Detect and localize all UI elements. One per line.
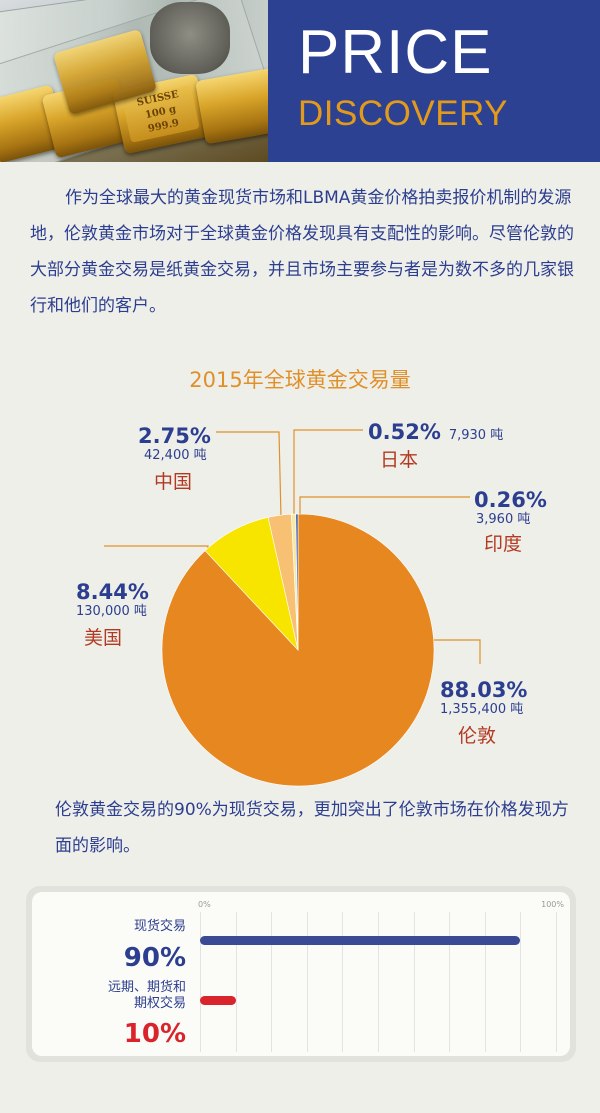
intro-paragraph: 作为全球最大的黄金现货市场和LBMA黄金价格拍卖报价机制的发源地，伦敦黄金市场对… <box>30 188 574 316</box>
leader-line-china <box>216 431 282 519</box>
gridline <box>271 912 273 1052</box>
slice-percent-label: 88.03% <box>440 678 528 702</box>
slice-percent-label: 8.44% <box>76 580 149 604</box>
slice-amount-label: 130,000 吨 <box>76 604 147 619</box>
slice-label-india: 0.26% 3,960 吨 印度 <box>474 488 547 556</box>
money-gold-photo: SUISSE 100 g 999.9 <box>0 0 268 162</box>
header-banner: SUISSE 100 g 999.9 PRICE DISCOVERY <box>0 0 600 162</box>
x-tick-label: 100% <box>541 900 564 909</box>
bar-value-label: 10% <box>123 1019 186 1049</box>
pie-slices <box>161 513 435 787</box>
leader-line-japan <box>293 429 363 516</box>
bar-spot-trading <box>200 936 521 945</box>
slice-label-usa: 8.44% 130,000 吨 美国 <box>76 580 149 650</box>
title-box: PRICE DISCOVERY <box>268 0 600 162</box>
slice-amount-label: 3,960 吨 <box>476 512 531 527</box>
gridline <box>484 912 486 1052</box>
bar-chart-panel: 0% 100% 现货交易 90% 远期、期货和 期权交易 10% <box>26 886 576 1062</box>
gridline <box>413 912 415 1052</box>
gridline <box>235 912 237 1052</box>
gridline <box>378 912 379 1052</box>
slice-percent-label: 0.26% <box>474 488 547 512</box>
slice-label-japan: 0.52% 7,930 吨 日本 <box>368 420 503 472</box>
pie-chart <box>104 429 481 787</box>
gridline <box>520 912 522 1052</box>
slice-amount-label: 7,930 吨 <box>448 428 504 443</box>
pie-slice-india <box>295 513 299 651</box>
portrait-image <box>150 2 230 74</box>
bar-chart: 0% 100% 现货交易 90% 远期、期货和 期权交易 10% <box>32 892 570 1056</box>
leader-lines <box>104 429 481 664</box>
gridline <box>556 912 557 1052</box>
leader-line-usa <box>104 545 209 550</box>
gold-bar-image <box>195 67 268 145</box>
slice-label-london: 88.03% 1,355,400 吨 伦敦 <box>440 678 527 748</box>
slice-name-label: 美国 <box>84 627 123 649</box>
conclusion-paragraph: 伦敦黄金交易的90%为现货交易，更加突出了伦敦市场在价格发现方面的影响。 <box>55 800 569 856</box>
slice-name-label: 中国 <box>154 471 193 493</box>
x-tick-label: 0% <box>198 900 211 909</box>
gridline <box>449 912 451 1052</box>
slice-name-label: 日本 <box>380 449 419 471</box>
pie-chart-title: 2015年全球黄金交易量 <box>189 368 411 392</box>
gridline <box>342 912 344 1052</box>
gridline <box>200 912 201 1052</box>
slice-name-label: 伦敦 <box>458 725 497 747</box>
slice-percent-label: 2.75% <box>138 424 211 448</box>
slice-name-label: 印度 <box>484 533 523 555</box>
leader-line-india <box>299 496 470 516</box>
page-subtitle: DISCOVERY <box>298 94 509 133</box>
bar-category-label: 现货交易 <box>133 919 186 934</box>
leader-line-london <box>430 639 481 664</box>
slice-label-china: 2.75% 42,400 吨 中国 <box>138 424 211 494</box>
bar-forward-futures-options <box>200 996 236 1005</box>
page-title: PRICE <box>298 18 493 87</box>
bar-value-label: 90% <box>123 943 186 973</box>
gridline <box>306 912 308 1052</box>
slice-amount-label: 42,400 吨 <box>144 448 207 463</box>
bar-chart-grid: 0% 100% <box>198 900 564 1052</box>
bar-category-label: 远期、期货和 期权交易 <box>107 980 186 1011</box>
slice-amount-label: 1,355,400 吨 <box>440 702 524 717</box>
slice-percent-label: 0.52% <box>368 420 441 444</box>
